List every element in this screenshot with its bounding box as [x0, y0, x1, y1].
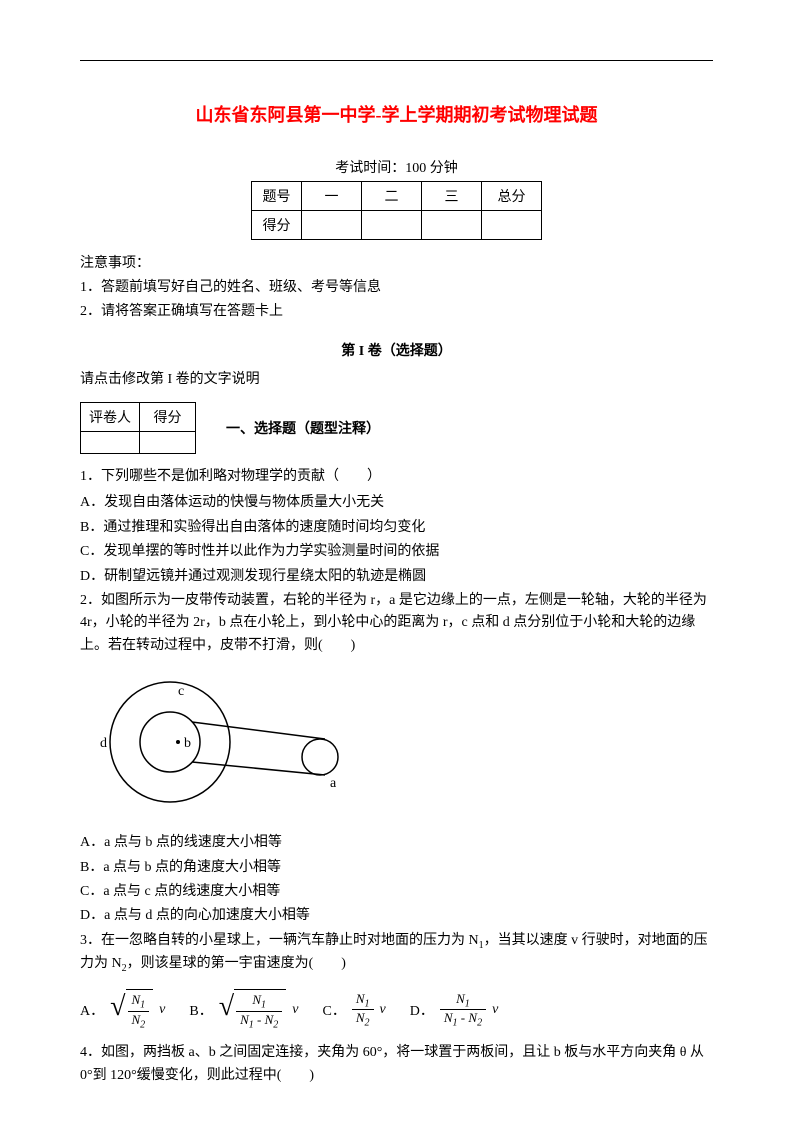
denominator: N1 - N2 — [236, 1012, 282, 1031]
question-1-option-a: A．发现自由落体运动的快慢与物体质量大小无关 — [80, 492, 713, 514]
numerator: N1 — [128, 992, 150, 1012]
sqrt-body: N1 N2 — [126, 989, 154, 1030]
formula-option-b: B． √ N1 N1 - N2 v — [189, 989, 298, 1030]
denominator: N1 - N2 — [440, 1010, 486, 1029]
part-heading: 第 I 卷（选择题） — [80, 340, 713, 360]
notice-item: 1．答题前填写好自己的姓名、班级、考号等信息 — [80, 276, 713, 296]
option-label-d: D． — [410, 1000, 434, 1020]
question-1-option-c: C．发现单摆的等时性并以此作为力学实验测量时间的依据 — [80, 541, 713, 563]
denominator: N2 — [352, 1010, 374, 1029]
table-cell — [422, 211, 482, 240]
formula-option-c: C． N1 N2 v — [323, 991, 386, 1029]
numerator: N1 — [352, 991, 374, 1011]
question-2-option-d: D．a 点与 d 点的向心加速度大小相等 — [80, 905, 713, 927]
table-cell — [140, 432, 196, 454]
variable-v: v — [380, 1002, 386, 1018]
question-3-formulas: A． √ N1 N2 v B． √ N1 N1 - N2 v C． — [80, 989, 713, 1030]
question-4-text: 4．如图，两挡板 a、b 之间固定连接，夹角为 60°，将一球置于两板间，且让 … — [80, 1042, 713, 1087]
variable-v: v — [159, 1002, 165, 1018]
table-row — [81, 432, 196, 454]
table-cell: 得分 — [140, 403, 196, 432]
label-c: c — [178, 684, 184, 699]
numerator: N1 — [236, 992, 282, 1012]
section-heading: 一、选择题（题型注释） — [226, 418, 380, 438]
formula-option-d: D． N1 N1 - N2 v — [410, 991, 499, 1029]
table-cell: 一 — [302, 182, 362, 211]
sqrt-body: N1 N1 - N2 — [234, 989, 286, 1030]
fraction-c: N1 N2 — [352, 991, 374, 1029]
label-a: a — [330, 776, 337, 791]
right-wheel-circle — [302, 739, 338, 775]
fraction-b: N1 N1 - N2 — [236, 992, 282, 1030]
question-2-option-a: A．a 点与 b 点的线速度大小相等 — [80, 832, 713, 854]
q3-part3: ，则该星球的第一宇宙速度为( ) — [127, 956, 346, 971]
formula-option-a: A． √ N1 N2 v — [80, 989, 165, 1030]
option-label-a: A． — [80, 1000, 104, 1020]
part-subtext: 请点击修改第 I 卷的文字说明 — [80, 368, 713, 388]
denominator: N2 — [128, 1012, 150, 1031]
document-title: 山东省东阿县第一中学-学上学期期初考试物理试题 — [80, 101, 713, 127]
q3-part1: 3．在一忽略自转的小星球上，一辆汽车静止时对地面的压力为 N — [80, 933, 479, 948]
table-cell: 二 — [362, 182, 422, 211]
question-2-diagram: b c d a — [100, 667, 713, 822]
point-b-dot — [176, 740, 180, 744]
belt-bottom-line — [192, 762, 325, 775]
table-cell — [362, 211, 422, 240]
question-2-option-c: C．a 点与 c 点的线速度大小相等 — [80, 881, 713, 903]
table-cell — [302, 211, 362, 240]
table-cell: 总分 — [482, 182, 542, 211]
table-row: 得分 — [252, 211, 542, 240]
grader-table: 评卷人 得分 — [80, 402, 196, 454]
question-3-text: 3．在一忽略自转的小星球上，一辆汽车静止时对地面的压力为 N1，当其以速度 v … — [80, 930, 713, 978]
top-horizontal-rule — [80, 60, 713, 61]
table-cell: 题号 — [252, 182, 302, 211]
variable-v: v — [292, 1002, 298, 1018]
numerator: N1 — [440, 991, 486, 1011]
question-1-option-b: B．通过推理和实验得出自由落体的速度随时间均匀变化 — [80, 517, 713, 539]
pulley-diagram-svg: b c d a — [100, 667, 360, 817]
exam-time: 考试时间：100 分钟 — [80, 157, 713, 177]
table-cell: 评卷人 — [81, 403, 140, 432]
question-2-text: 2．如图所示为一皮带传动装置，右轮的半径为 r，a 是它边缘上的一点，左侧是一轮… — [80, 590, 713, 657]
question-2-option-b: B．a 点与 b 点的角速度大小相等 — [80, 857, 713, 879]
score-summary-table: 题号 一 二 三 总分 得分 — [251, 181, 542, 240]
small-wheel-circle — [140, 712, 200, 772]
fraction-d: N1 N1 - N2 — [440, 991, 486, 1029]
table-cell — [81, 432, 140, 454]
sqrt-sign-icon: √ — [219, 993, 234, 1034]
sqrt-a: √ N1 N2 — [110, 989, 153, 1030]
table-row: 评卷人 得分 — [81, 403, 196, 432]
variable-v: v — [492, 1002, 498, 1018]
notice-item: 2．请将答案正确填写在答题卡上 — [80, 300, 713, 320]
label-b: b — [184, 736, 191, 751]
large-wheel-circle — [110, 682, 230, 802]
grader-row: 评卷人 得分 一、选择题（题型注释） — [80, 402, 713, 454]
label-d: d — [100, 736, 107, 751]
table-cell: 得分 — [252, 211, 302, 240]
option-label-b: B． — [189, 1000, 212, 1020]
table-row: 题号 一 二 三 总分 — [252, 182, 542, 211]
belt-top-line — [192, 722, 325, 739]
table-cell — [482, 211, 542, 240]
question-1-text: 1．下列哪些不是伽利略对物理学的贡献（ ） — [80, 466, 713, 488]
sqrt-sign-icon: √ — [110, 993, 125, 1034]
fraction-a: N1 N2 — [128, 992, 150, 1030]
notice-heading: 注意事项： — [80, 252, 713, 272]
sqrt-b: √ N1 N1 - N2 — [219, 989, 287, 1030]
option-label-c: C． — [323, 1000, 346, 1020]
question-1-option-d: D．研制望远镜并通过观测发现行星绕太阳的轨迹是椭圆 — [80, 566, 713, 588]
table-cell: 三 — [422, 182, 482, 211]
